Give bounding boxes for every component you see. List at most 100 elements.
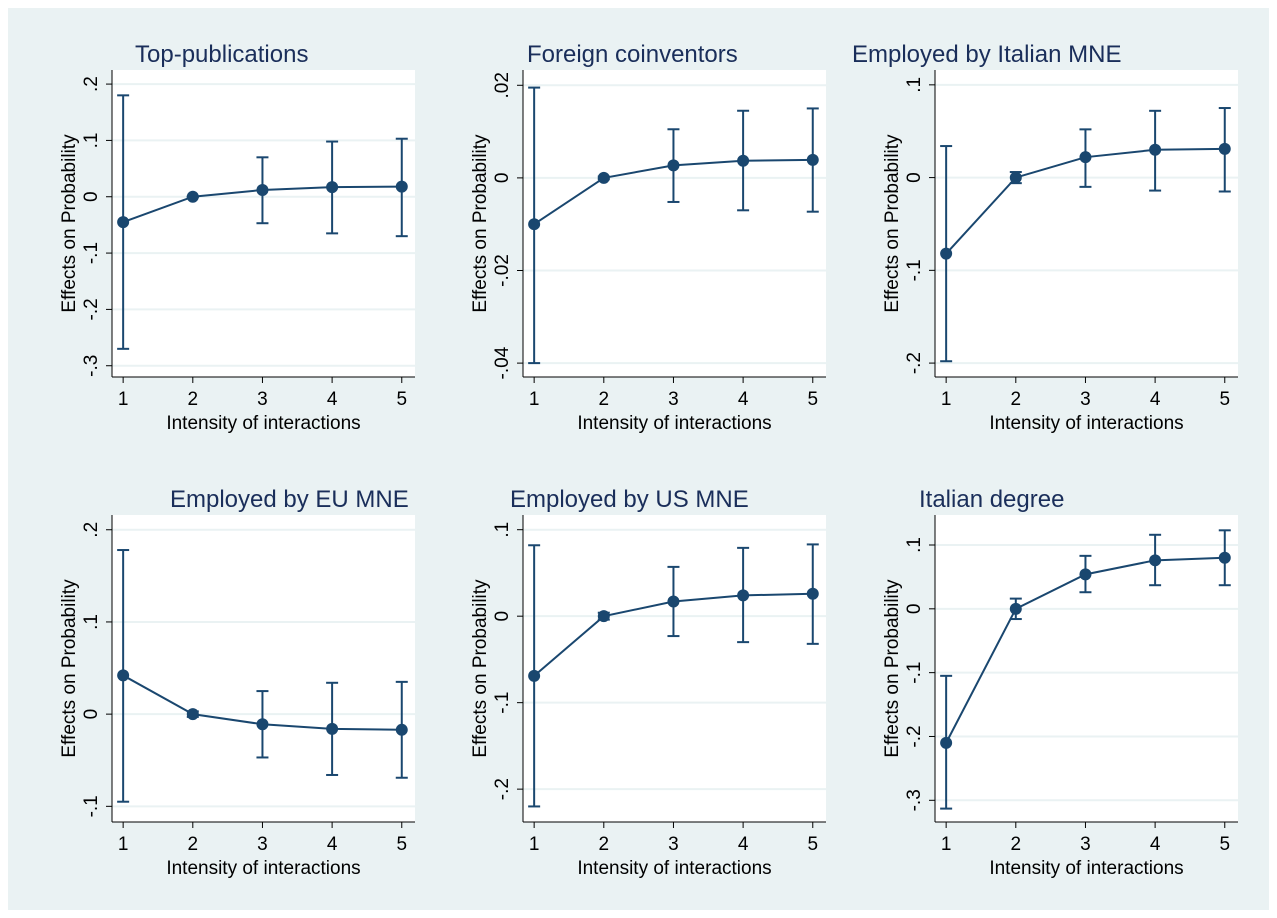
point — [940, 736, 953, 749]
point — [256, 718, 269, 731]
point — [186, 708, 199, 721]
point — [940, 247, 953, 260]
plot-area — [935, 70, 1238, 377]
x-axis-label: Intensity of interactions — [989, 413, 1183, 434]
chart-title: Employed by EU MNE — [170, 486, 409, 513]
plot-area — [523, 70, 826, 377]
x-axis-label: Intensity of interactions — [989, 858, 1183, 879]
y-tick-label: -.1 — [904, 662, 925, 684]
y-tick-label: .2 — [81, 522, 102, 538]
point — [1009, 602, 1022, 615]
y-tick-label: -.04 — [492, 346, 513, 379]
point — [528, 669, 541, 682]
y-tick-label: 0 — [492, 173, 513, 184]
x-tick-label: 1 — [941, 834, 952, 855]
point — [117, 669, 130, 682]
y-axis-label: Effects on Probability — [470, 579, 491, 758]
x-tick-label: 2 — [599, 834, 610, 855]
y-tick-label: -.1 — [904, 259, 925, 281]
point — [806, 587, 819, 600]
x-tick-label: 2 — [188, 389, 199, 410]
y-tick-label: -.2 — [904, 725, 925, 747]
point — [186, 190, 199, 203]
x-tick-label: 4 — [738, 389, 749, 410]
point — [1218, 142, 1231, 155]
point — [737, 589, 750, 602]
x-tick-label: 2 — [1011, 389, 1022, 410]
y-tick-label: -.2 — [904, 352, 925, 374]
x-tick-label: 5 — [396, 834, 407, 855]
chart-title: Italian degree — [919, 486, 1064, 513]
y-tick-label: -.1 — [81, 795, 102, 817]
point — [597, 610, 610, 623]
x-tick-label: 5 — [1219, 389, 1230, 410]
chart-title: Employed by Italian MNE — [852, 41, 1121, 68]
x-tick-label: 2 — [188, 834, 199, 855]
y-tick-label: 0 — [904, 604, 925, 615]
x-tick-label: 3 — [1080, 834, 1091, 855]
point — [395, 180, 408, 193]
y-tick-label: 0 — [81, 709, 102, 720]
y-tick-label: -.3 — [904, 789, 925, 811]
y-tick-label: -.02 — [492, 254, 513, 287]
x-tick-label: 1 — [941, 389, 952, 410]
x-axis-label: Intensity of interactions — [166, 858, 360, 879]
x-tick-label: 1 — [529, 834, 540, 855]
point — [1079, 568, 1092, 581]
point — [117, 216, 130, 229]
y-tick-label: 0 — [81, 191, 102, 202]
point — [667, 595, 680, 608]
point — [1079, 151, 1092, 164]
point — [806, 153, 819, 166]
x-tick-label: 2 — [599, 389, 610, 410]
point — [395, 723, 408, 736]
point — [1149, 554, 1162, 567]
y-tick-label: .1 — [492, 522, 513, 538]
x-tick-label: 4 — [327, 834, 338, 855]
x-tick-label: 3 — [668, 834, 679, 855]
y-tick-label: .1 — [81, 614, 102, 630]
x-tick-label: 1 — [118, 389, 129, 410]
y-tick-label: -.2 — [81, 298, 102, 320]
point — [326, 722, 339, 735]
chart-title: Top-publications — [135, 41, 308, 68]
y-tick-label: 0 — [904, 172, 925, 183]
x-axis-label: Intensity of interactions — [577, 413, 771, 434]
x-tick-label: 3 — [1080, 389, 1091, 410]
point — [737, 154, 750, 167]
x-tick-label: 5 — [1219, 834, 1230, 855]
x-tick-label: 4 — [738, 834, 749, 855]
y-tick-label: -.2 — [492, 778, 513, 800]
plot-area — [523, 515, 826, 822]
x-tick-label: 4 — [1150, 834, 1161, 855]
y-tick-label: .1 — [904, 537, 925, 553]
point — [1009, 171, 1022, 184]
chart-title: Employed by US MNE — [510, 486, 749, 513]
x-tick-label: 2 — [1011, 834, 1022, 855]
x-tick-label: 5 — [807, 389, 818, 410]
y-tick-label: .02 — [492, 72, 513, 98]
point — [528, 218, 541, 231]
y-tick-label: 0 — [492, 611, 513, 622]
y-tick-label: -.1 — [492, 692, 513, 714]
point — [597, 171, 610, 184]
point — [667, 159, 680, 172]
y-axis-label: Effects on Probability — [470, 134, 491, 313]
y-axis-label: Effects on Probability — [882, 134, 903, 313]
y-axis-label: Effects on Probability — [882, 579, 903, 758]
point — [1149, 143, 1162, 156]
plot-area — [112, 515, 415, 822]
x-axis-label: Intensity of interactions — [577, 858, 771, 879]
x-tick-label: 1 — [529, 389, 540, 410]
y-tick-label: .1 — [81, 132, 102, 148]
x-tick-label: 3 — [257, 834, 268, 855]
y-tick-label: -.1 — [81, 242, 102, 264]
point — [1218, 551, 1231, 564]
chart-title: Foreign coinventors — [527, 41, 738, 68]
x-tick-label: 4 — [1150, 389, 1161, 410]
y-tick-label: .1 — [904, 77, 925, 93]
point — [256, 183, 269, 196]
x-tick-label: 5 — [396, 389, 407, 410]
x-tick-label: 1 — [118, 834, 129, 855]
